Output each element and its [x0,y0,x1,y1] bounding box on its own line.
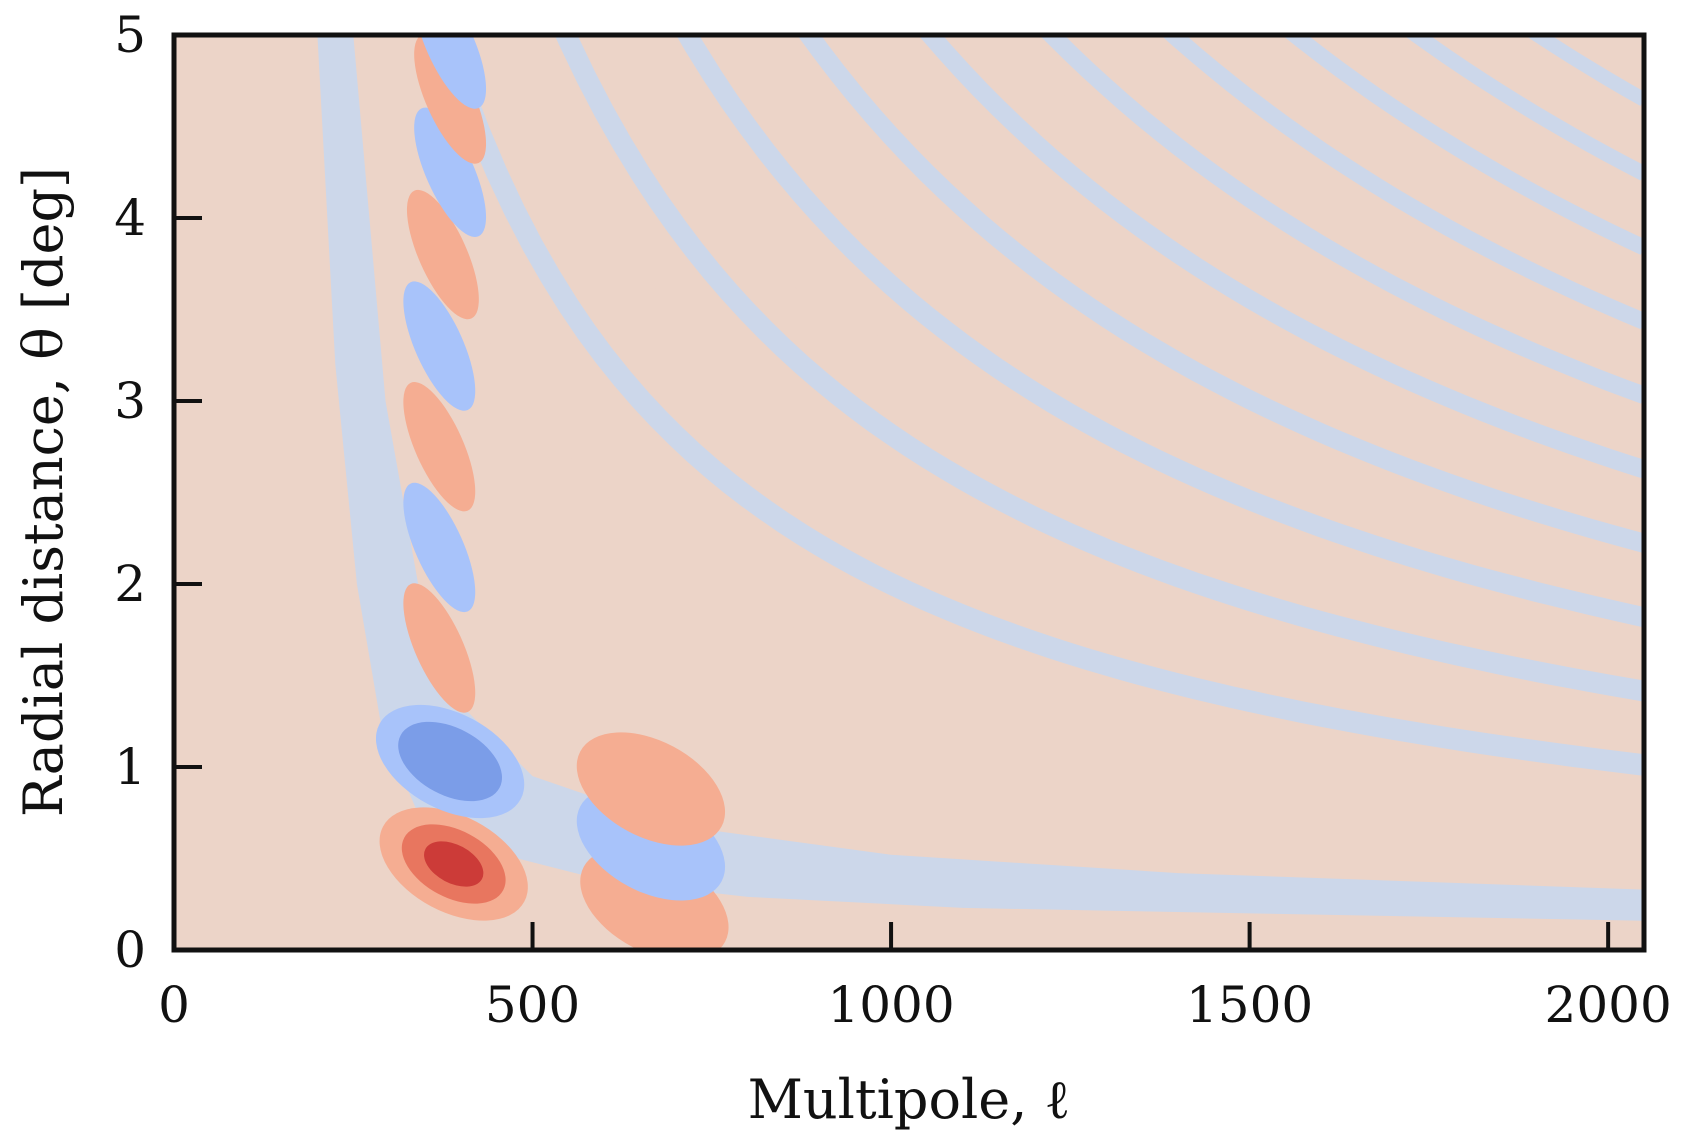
contour-stripe [1536,0,1644,26]
contour-stripe [1524,35,1644,107]
x-tick-label: 500 [485,976,580,1034]
y-tick-label: 3 [114,372,146,430]
plot-area [174,0,1644,950]
contour-stripe [1585,35,1644,69]
contour-bands [317,0,1644,921]
y-tick-label: 1 [114,738,146,796]
positive-peak-level-1 [414,35,487,164]
positive-peak-level-1 [406,189,479,320]
contour-stripe [433,35,1644,776]
contour-stripe [1281,35,1644,255]
negative-peak-level-1 [414,107,487,237]
contour-stripe [1160,35,1644,330]
contour-stripe [918,35,1644,479]
positive-peak-level-1 [403,382,476,512]
contour-stripe [1342,35,1644,218]
x-tick-label: 1000 [827,976,954,1034]
x-tick-labels: 0 500 1000 1500 2000 [158,976,1672,1034]
contour-stripe [797,35,1644,553]
contour-stripe [1099,35,1644,367]
contour-stripe [615,35,1644,665]
contour-stripe [675,35,1644,627]
y-tick-label: 4 [114,189,146,247]
contour-stripe [978,35,1644,441]
contour-stripe [554,35,1644,702]
contour-stripe [1039,35,1644,404]
contour-stripe [494,35,1644,739]
contour-stripe [1221,35,1644,293]
y-tick-labels: 0 1 2 3 4 5 [114,6,146,979]
x-tick-label: 2000 [1545,976,1672,1034]
contour-stripe [372,35,1644,813]
y-tick-label: 5 [114,6,146,64]
x-tick-label: 0 [158,976,190,1034]
y-tick-label: 0 [114,921,146,979]
negative-peak-level-1 [403,281,476,411]
plot-frame [171,32,1647,953]
negative-peak-level-1 [414,35,487,109]
contour-stripe [1463,35,1644,144]
contour-stripe [1403,35,1644,181]
positive-peak-level-1 [576,732,726,846]
x-axis-label: Multipole, ℓ [748,1068,1071,1131]
negative-peak-level-2 [398,721,503,802]
contour-stripe [857,35,1644,516]
x-tick-label: 1500 [1186,976,1313,1034]
y-axis-label: Radial distance, θ [deg] [12,167,75,817]
y-tick-label: 2 [114,555,146,613]
contour-peaks [375,35,729,950]
positive-peak-level-1 [403,583,476,713]
contour-stripe [736,35,1644,590]
negative-peak-level-1 [403,482,476,613]
positive-peak-level-3 [424,841,484,887]
